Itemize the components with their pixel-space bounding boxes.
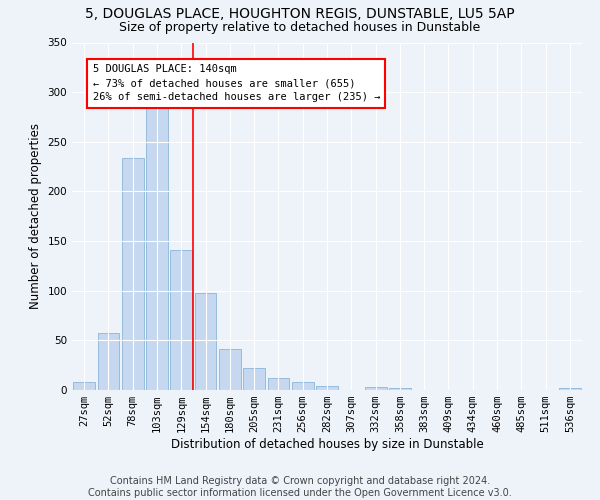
Bar <box>73 382 95 390</box>
Bar <box>559 388 581 390</box>
Bar <box>194 292 217 390</box>
X-axis label: Distribution of detached houses by size in Dunstable: Distribution of detached houses by size … <box>170 438 484 451</box>
Bar <box>122 158 143 390</box>
Bar <box>365 387 386 390</box>
Text: 5 DOUGLAS PLACE: 140sqm
← 73% of detached houses are smaller (655)
26% of semi-d: 5 DOUGLAS PLACE: 140sqm ← 73% of detache… <box>92 64 380 102</box>
Bar <box>146 103 168 390</box>
Bar <box>316 386 338 390</box>
Bar <box>219 350 241 390</box>
Bar <box>170 250 192 390</box>
Bar <box>243 368 265 390</box>
Y-axis label: Number of detached properties: Number of detached properties <box>29 123 42 309</box>
Bar <box>292 382 314 390</box>
Bar <box>268 378 289 390</box>
Text: Size of property relative to detached houses in Dunstable: Size of property relative to detached ho… <box>119 21 481 34</box>
Text: Contains HM Land Registry data © Crown copyright and database right 2024.
Contai: Contains HM Land Registry data © Crown c… <box>88 476 512 498</box>
Text: 5, DOUGLAS PLACE, HOUGHTON REGIS, DUNSTABLE, LU5 5AP: 5, DOUGLAS PLACE, HOUGHTON REGIS, DUNSTA… <box>85 8 515 22</box>
Bar <box>389 388 411 390</box>
Bar <box>97 334 119 390</box>
